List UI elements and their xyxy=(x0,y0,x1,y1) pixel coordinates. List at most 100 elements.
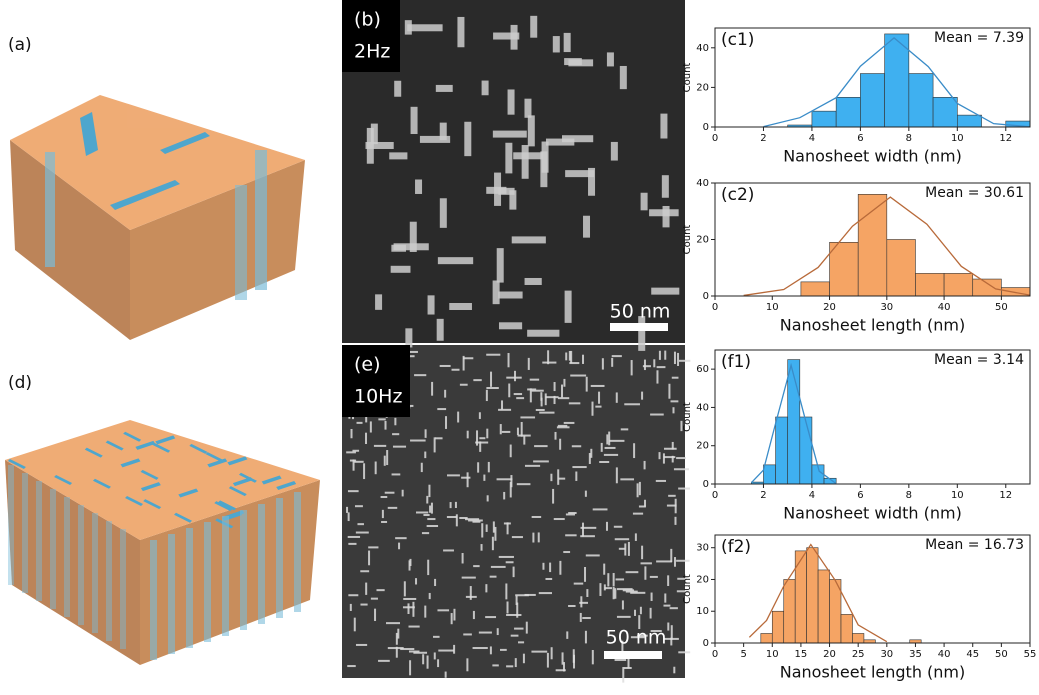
sheet xyxy=(539,412,554,414)
sheet xyxy=(551,647,553,659)
sheet xyxy=(674,557,676,567)
bar xyxy=(836,97,860,127)
sheet xyxy=(565,291,572,323)
sheet xyxy=(559,561,561,575)
sheet xyxy=(498,188,514,195)
sheet xyxy=(493,33,519,40)
x-tick-label: 10 xyxy=(766,302,779,313)
sheet xyxy=(651,288,679,295)
panel-label: (f1) xyxy=(721,352,751,372)
sheet xyxy=(586,377,588,392)
sheet xyxy=(513,152,543,159)
sheet xyxy=(613,573,615,586)
sheet xyxy=(435,437,443,439)
sheet xyxy=(582,355,584,364)
sheet xyxy=(453,609,455,621)
y-tick-label: 0 xyxy=(703,479,709,490)
sheet xyxy=(639,505,646,507)
sheet xyxy=(424,606,426,618)
x-tick-label: 6 xyxy=(857,133,863,144)
x-tick-label: 12 xyxy=(999,490,1012,501)
sheet xyxy=(438,257,473,264)
sheet xyxy=(640,607,642,614)
sheet xyxy=(466,658,468,671)
sheet xyxy=(78,505,84,625)
bar xyxy=(973,279,1002,296)
sheet xyxy=(437,319,444,341)
sheet xyxy=(634,610,636,616)
sheet xyxy=(595,406,601,408)
sheet xyxy=(510,475,512,487)
sheet xyxy=(457,412,459,423)
sheet xyxy=(570,375,586,377)
sheet xyxy=(527,330,559,337)
y-tick-label: 20 xyxy=(696,235,709,246)
x-tick-label: 50 xyxy=(995,302,1008,313)
sheet xyxy=(592,650,594,664)
sheet xyxy=(498,409,511,411)
sheet xyxy=(514,393,522,395)
sheet xyxy=(467,472,469,487)
sheet xyxy=(656,560,672,562)
sheet xyxy=(599,583,601,596)
x-tick-label: 30 xyxy=(880,649,893,660)
bar xyxy=(858,194,887,296)
sheet xyxy=(622,667,624,683)
sheet xyxy=(398,543,400,550)
sheet xyxy=(371,598,378,600)
sheet xyxy=(506,377,521,379)
sheet xyxy=(616,467,618,483)
x-tick-label: 40 xyxy=(938,649,951,660)
x-axis-label: Nanosheet width (nm) xyxy=(783,504,962,523)
sheet xyxy=(668,495,676,497)
sheet xyxy=(663,605,670,607)
sheet xyxy=(410,440,426,442)
sheet xyxy=(434,652,436,659)
scale-bar xyxy=(604,651,662,659)
sheet xyxy=(498,292,522,299)
sheet xyxy=(443,549,454,551)
sheet xyxy=(414,374,426,376)
panel-label: (c2) xyxy=(721,185,754,205)
sheet xyxy=(547,653,549,668)
sheet xyxy=(425,429,427,438)
sheet xyxy=(396,647,398,658)
y-axis-label: Count xyxy=(682,225,693,255)
sheet xyxy=(462,577,476,579)
sheet xyxy=(255,150,267,290)
sheet xyxy=(150,540,157,660)
sheet xyxy=(459,517,467,519)
sheet xyxy=(568,605,575,607)
sheet xyxy=(512,236,546,243)
x-tick-label: 55 xyxy=(1024,649,1037,660)
scale-bar-label: 50 nm xyxy=(610,301,671,323)
sheet xyxy=(346,451,356,453)
bar xyxy=(807,548,818,643)
sheet xyxy=(429,506,431,513)
sheet xyxy=(497,478,513,480)
sheet xyxy=(512,536,523,538)
sheet xyxy=(294,492,301,612)
sheet xyxy=(582,617,590,619)
bar xyxy=(772,611,783,643)
sheet xyxy=(240,510,247,630)
sheet xyxy=(382,510,384,518)
x-tick-label: 2 xyxy=(760,133,766,144)
sheet xyxy=(628,542,630,556)
sheet xyxy=(461,477,470,479)
sheet xyxy=(378,660,390,662)
y-tick-label: 30 xyxy=(696,543,709,554)
sheet xyxy=(545,578,552,580)
sheet xyxy=(507,601,509,613)
sheet xyxy=(633,443,635,458)
sheet xyxy=(449,303,472,310)
sheet xyxy=(644,566,646,579)
sheet xyxy=(613,587,615,599)
sheet xyxy=(392,473,401,475)
sheet xyxy=(460,384,468,386)
sheet xyxy=(667,505,677,507)
sheet xyxy=(598,392,600,404)
sheet xyxy=(569,362,579,364)
sheet xyxy=(506,665,513,667)
sheet xyxy=(409,626,420,628)
